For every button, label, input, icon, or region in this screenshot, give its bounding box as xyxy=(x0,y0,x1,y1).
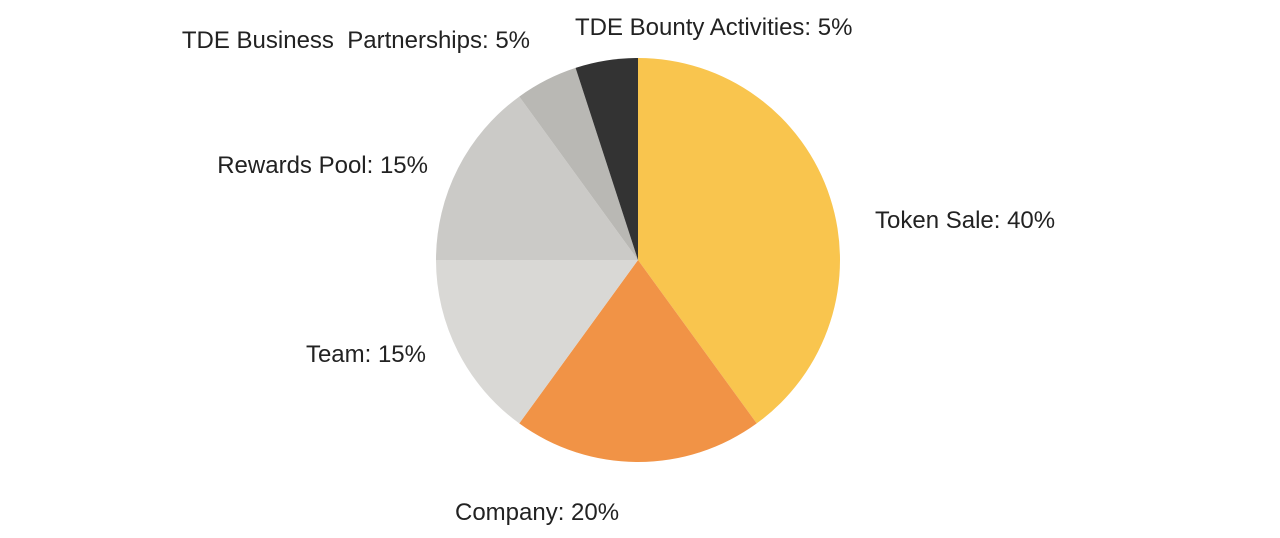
pie-slice-rewards-pool xyxy=(436,96,638,260)
pie-slice-token-sale xyxy=(638,58,840,424)
slice-label-rewards-pool: Rewards Pool: 15% xyxy=(217,152,428,179)
slice-label-tde-bounty-activities: TDE Bounty Activities: 5% xyxy=(575,14,852,41)
slice-label-tde-business-partnerships: TDE Business Partnerships: 5% xyxy=(182,27,530,54)
pie-slice-company xyxy=(519,260,757,462)
slice-label-company: Company: 20% xyxy=(455,499,619,526)
slice-label-token-sale: Token Sale: 40% xyxy=(875,207,1055,234)
pie-slice-team xyxy=(436,260,638,424)
slice-label-team: Team: 15% xyxy=(306,341,426,368)
pie-slice-tde-business-partnerships xyxy=(519,67,638,260)
pie-slice-tde-bounty-activities xyxy=(575,58,638,260)
pie-labels: Token Sale: 40% Company: 20% Team: 15% Rewa… xyxy=(182,14,1055,526)
pie-slices xyxy=(436,58,840,462)
